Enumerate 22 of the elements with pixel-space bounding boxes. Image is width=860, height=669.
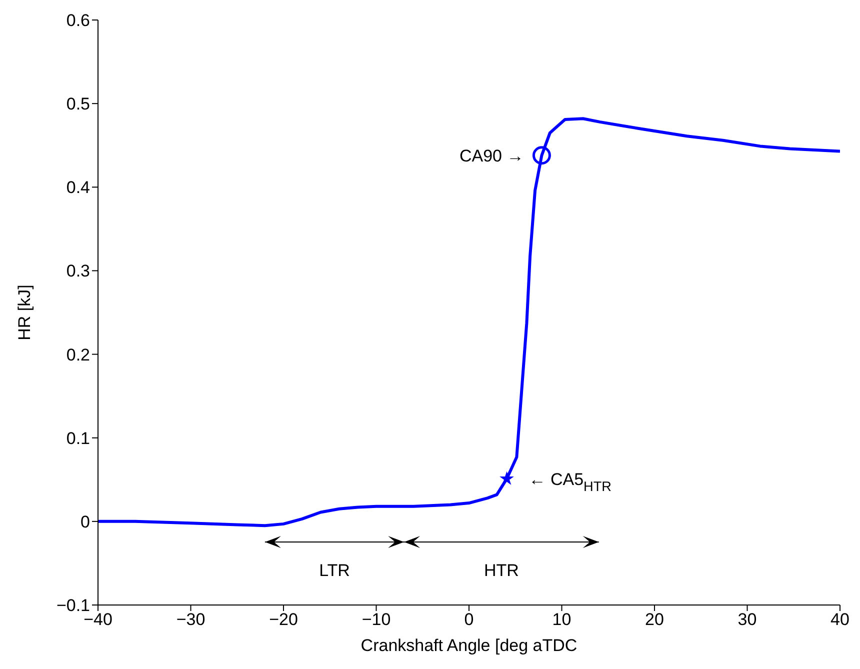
y-tick-label: 0.5 (66, 94, 90, 114)
y-tick-label: 0.6 (66, 11, 90, 30)
x-tick-label: −30 (176, 610, 206, 630)
y-tick-label: 0.3 (66, 262, 90, 281)
x-axis-title: Crankshaft Angle [deg aTDC (360, 636, 578, 655)
x-tick-label: 30 (738, 610, 757, 630)
line-series (98, 117, 840, 528)
x-tick-label: −10 (362, 610, 391, 630)
x-tick-label: 10 (552, 610, 572, 630)
annotation: CA90 → (459, 146, 524, 165)
x-tick-label: 20 (645, 610, 664, 630)
y-tick-label: 0.4 (66, 178, 90, 198)
y-axis-title: HR [kJ] (15, 284, 34, 340)
annotation: LTR (319, 560, 350, 580)
annotation: HTR (484, 560, 519, 580)
x-tick-label: 40 (830, 610, 850, 630)
y-tick-label: 0.2 (66, 345, 90, 364)
y-tick-label: 0 (80, 512, 90, 532)
y-tick-label: 0.1 (66, 428, 90, 448)
annotation: ← CA5$_{HTR}$ (528, 469, 612, 494)
x-tick-label: −20 (269, 610, 298, 630)
x-tick-label: 0 (464, 610, 474, 630)
